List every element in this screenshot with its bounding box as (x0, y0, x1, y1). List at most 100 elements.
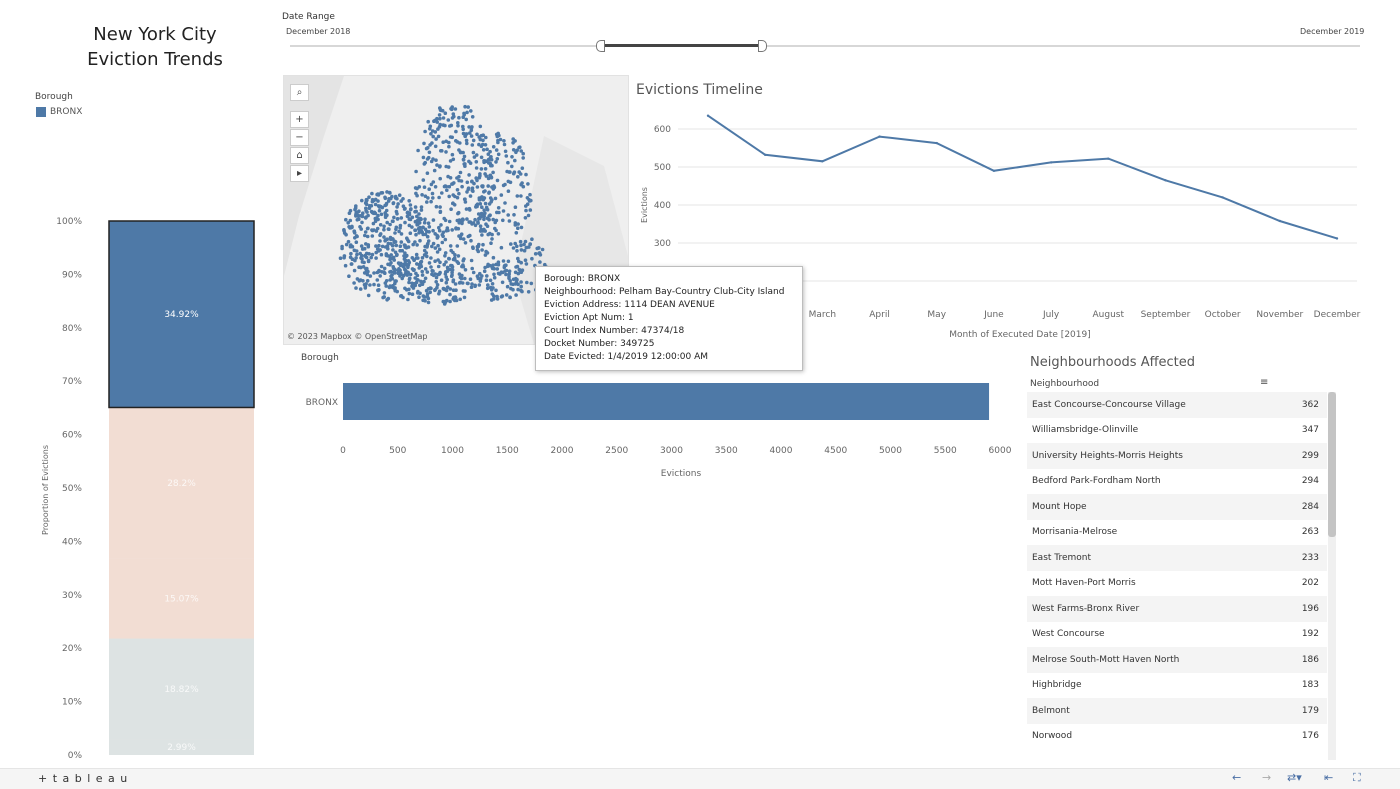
proportion-segment-label: 34.92% (164, 310, 199, 320)
sort-icon[interactable]: ≡ (1260, 377, 1269, 388)
table-row[interactable]: Bedford Park-Fordham North 294 (1027, 469, 1327, 495)
bar-x-tick: 2500 (605, 446, 628, 456)
map-point (501, 218, 505, 223)
table-row[interactable]: Morrisania-Melrose 263 (1027, 520, 1327, 546)
map-point (419, 205, 424, 209)
home-icon[interactable]: ⌂ (290, 147, 309, 164)
undo-icon[interactable]: ← (1232, 771, 1242, 784)
map-point (483, 201, 488, 206)
map-point (385, 244, 390, 248)
play-icon[interactable]: ▸ (290, 165, 309, 182)
tooltip-line: Date Evicted: 1/4/2019 12:00:00 AM (544, 352, 708, 362)
timeline-point (935, 141, 938, 145)
map-point (497, 133, 501, 138)
date-range-handle-start[interactable] (596, 40, 606, 52)
map-point (447, 194, 451, 199)
timeline-point (1107, 157, 1110, 160)
table-row[interactable]: West Farms-Bronx River 196 (1027, 596, 1327, 622)
table-scrollbar-thumb[interactable] (1328, 392, 1336, 537)
zoom-out-icon[interactable]: − (290, 129, 309, 146)
table-row[interactable]: Highbridge 183 (1027, 673, 1327, 699)
revert-icon[interactable]: ⇄▾ (1287, 771, 1302, 784)
table-scrollbar[interactable] (1328, 392, 1336, 760)
borough-bar-chart[interactable]: BRONX 0 500 1000 1500 2000 2500 3000 3500 4000 450… (290, 370, 1020, 485)
table-row[interactable]: Belmont 179 (1027, 698, 1327, 724)
map-point (522, 242, 526, 247)
map-point (370, 197, 375, 202)
date-range-handle-end[interactable] (757, 40, 767, 52)
map-point (538, 260, 542, 264)
map-point (481, 148, 486, 152)
map-point (494, 262, 498, 267)
map-point (501, 209, 506, 213)
map-point (480, 184, 484, 188)
map-point (364, 199, 369, 204)
neighbourhood-name: Norwood (1032, 731, 1073, 742)
date-range-slider-track[interactable] (290, 45, 1360, 47)
proportion-segment-label: 28.2% (167, 479, 196, 489)
timeline-x-tick: May (927, 310, 946, 320)
map-point (540, 247, 545, 252)
search-icon[interactable]: ⌕ (290, 84, 309, 101)
table-row[interactable]: Mott Haven-Port Morris 202 (1027, 571, 1327, 597)
map-point (436, 264, 441, 269)
map-point (422, 185, 427, 189)
map-point (438, 164, 442, 168)
map-point (485, 207, 490, 212)
map-point (368, 274, 373, 278)
map-point (513, 158, 517, 163)
table-row[interactable]: East Concourse-Concourse Village 362 (1027, 392, 1327, 418)
map-point (451, 278, 456, 282)
map-point (430, 268, 434, 273)
tableau-logo[interactable]: + t a b l e a u (38, 772, 129, 785)
map-controls: ⌕ + − ⌂ ▸ (290, 84, 309, 183)
table-row[interactable]: University Heights-Morris Heights 299 (1027, 443, 1327, 469)
map-point (456, 254, 461, 258)
map-point (395, 196, 399, 201)
map-point (424, 146, 429, 151)
map-point (487, 190, 491, 195)
table-row[interactable]: Mount Hope 284 (1027, 494, 1327, 520)
map-point (390, 219, 395, 223)
redo-icon[interactable]: → (1262, 771, 1272, 784)
table-row[interactable]: West Concourse 192 (1027, 622, 1327, 648)
map-point (470, 143, 475, 147)
map-point (467, 125, 471, 129)
table-row[interactable]: East Tremont 233 (1027, 545, 1327, 571)
neighbourhood-count: 202 (1301, 578, 1319, 589)
timeline-y-tick: 300 (654, 239, 671, 249)
map-point (442, 287, 447, 291)
map-point (468, 131, 472, 135)
map-point (429, 182, 434, 187)
neighbourhood-name: Williamsbridge-Olinville (1032, 425, 1139, 436)
map-point (506, 259, 511, 264)
map-point (374, 216, 379, 220)
map-point (480, 248, 484, 252)
map-point (431, 218, 436, 222)
map-point (423, 217, 427, 221)
map-point (451, 157, 456, 162)
map-point (387, 190, 392, 195)
reset-icon[interactable]: ⇤ (1324, 771, 1334, 784)
fullscreen-icon[interactable]: ⛶ (1353, 771, 1361, 784)
map-point (486, 184, 490, 188)
map-point (437, 225, 441, 230)
map-point (376, 199, 380, 203)
map-point (419, 279, 423, 284)
map-point (511, 246, 516, 250)
map-point (342, 255, 346, 260)
table-row[interactable]: Williamsbridge-Olinville 347 (1027, 418, 1327, 444)
map-point (480, 195, 484, 199)
map-point (420, 256, 425, 260)
map-point (516, 256, 520, 261)
map-point (442, 184, 447, 189)
map-point (433, 287, 437, 292)
table-row[interactable]: Norwood 176 (1027, 724, 1327, 750)
legend-item-bronx[interactable]: BRONX (36, 107, 82, 117)
map-point (468, 194, 473, 198)
map-point (363, 230, 368, 234)
map-point (347, 274, 351, 278)
map-point (395, 289, 399, 294)
zoom-in-icon[interactable]: + (290, 111, 309, 128)
table-row[interactable]: Melrose South-Mott Haven North 186 (1027, 647, 1327, 673)
